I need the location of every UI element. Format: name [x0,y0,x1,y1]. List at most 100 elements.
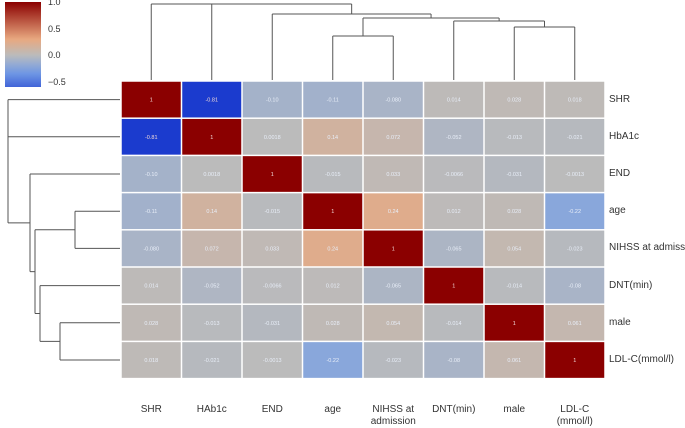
cell-value-label: 0.072 [205,246,219,252]
heatmap-cell [363,156,423,192]
heatmap-cell [424,230,484,267]
heatmap-cell [303,193,363,230]
heatmap-cell [242,118,302,155]
cell-value-label: -0.052 [204,284,220,290]
cell-value-label: -0.08 [447,358,460,364]
heatmap-cell [121,81,181,118]
cell-value-label: 1 [392,246,395,252]
heatmap-cell [424,81,484,118]
cell-value-label: 0.033 [386,172,400,178]
heatmap-cell [121,118,181,155]
heatmap-cell [242,267,302,304]
heatmap-cell [545,267,605,304]
cell-value-label: 0.018 [144,358,158,364]
cell-value-label: 0.028 [507,209,521,215]
heatmap-cell [242,156,302,192]
cell-value-label: 1 [150,98,153,104]
cell-value-label: -0.023 [567,246,583,252]
heatmap-cell [545,342,605,378]
heatmap-cell [424,156,484,192]
heatmap-cell [303,118,363,155]
cell-value-label: 0.018 [568,98,582,104]
heatmap-cell [363,193,423,230]
cell-value-label: 0.028 [144,321,158,327]
cell-value-label: 0.24 [327,246,338,252]
colorbar [5,2,41,87]
heatmap-cell [303,156,363,192]
heatmap-cell [424,304,484,341]
cell-value-label: -0.0066 [263,284,282,290]
cell-value-label: -0.052 [446,135,462,141]
heatmap-cell [424,267,484,304]
cell-value-label: -0.0013 [565,172,584,178]
cell-value-label: -0.065 [385,284,401,290]
cell-value-label: -0.0066 [444,172,463,178]
row-label: LDL-C(mmol/l) [609,354,674,365]
cell-value-label: -0.11 [145,209,157,215]
heatmap-cell [121,193,181,230]
heatmap-cell [182,81,242,118]
column-label: male [503,404,526,415]
cell-value-label: -0.080 [143,246,159,252]
cell-value-label: 0.14 [206,209,217,215]
cell-value-label: 0.028 [507,98,521,104]
cell-value-label: 0.054 [386,321,400,327]
cell-value-label: -0.031 [506,172,522,178]
cell-value-label: 1 [210,135,213,141]
heatmap-cell [545,156,605,192]
heatmap-cell [303,342,363,378]
heatmap-cell [484,156,544,192]
row-label: NIHSS at admission [609,242,685,254]
row-label: END [609,168,631,179]
heatmap-cell [424,342,484,378]
cell-value-label: 0.072 [386,135,400,141]
cell-value-label: 1 [513,321,516,327]
cell-value-label: -0.014 [506,284,522,290]
heatmap-cell [182,230,242,267]
cell-value-label: -0.11 [327,98,339,104]
heatmap-cell [545,81,605,118]
cell-value-label: 0.054 [507,246,521,252]
column-label: HAb1c [196,404,227,415]
cell-value-label: 0.24 [388,209,399,215]
heatmap-cell [424,118,484,155]
cell-value-label: -0.023 [385,358,401,364]
colorbar-tick-label: −0.5 [48,76,66,87]
cell-value-label: -0.065 [446,246,462,252]
cell-value-label: 0.012 [447,209,461,215]
heatmap-cell [182,156,242,192]
cell-value-label: 1 [331,209,334,215]
heatmap-cell [303,230,363,267]
cell-value-label: 0.028 [326,321,340,327]
cell-value-label: -0.81 [145,135,158,141]
cell-value-label: -0.10 [266,98,279,104]
heatmap-cell [363,230,423,267]
cell-value-label: 0.014 [447,98,461,104]
heatmap-cell [303,304,363,341]
cell-value-label: -0.021 [204,358,220,364]
heatmap-cell [121,267,181,304]
cell-value-label: -0.031 [264,321,280,327]
column-label: age [324,404,342,415]
heatmap-cell [363,342,423,378]
row-label: male [609,316,631,328]
column-label: SHR [140,404,162,415]
heatmap-cell [363,267,423,304]
cell-value-label: -0.22 [326,358,339,364]
row-label: HbA1c [609,130,640,142]
cell-value-label: 0.061 [568,321,582,327]
heatmap-cell [484,118,544,155]
cell-value-label: 1 [271,172,274,178]
heatmap-cell [121,304,181,341]
heatmap-cell [484,342,544,378]
cell-value-label: -0.021 [567,135,583,141]
heatmap-cell [182,118,242,155]
column-label: END [261,404,283,415]
colorbar-tick-label: 0.5 [48,23,61,34]
cell-value-label: 0.0018 [264,135,281,141]
cell-value-label: 1 [452,284,455,290]
row-label: DNT(min) [609,279,653,291]
heatmap-cell [182,193,242,230]
cell-value-label: -0.0013 [263,358,282,364]
